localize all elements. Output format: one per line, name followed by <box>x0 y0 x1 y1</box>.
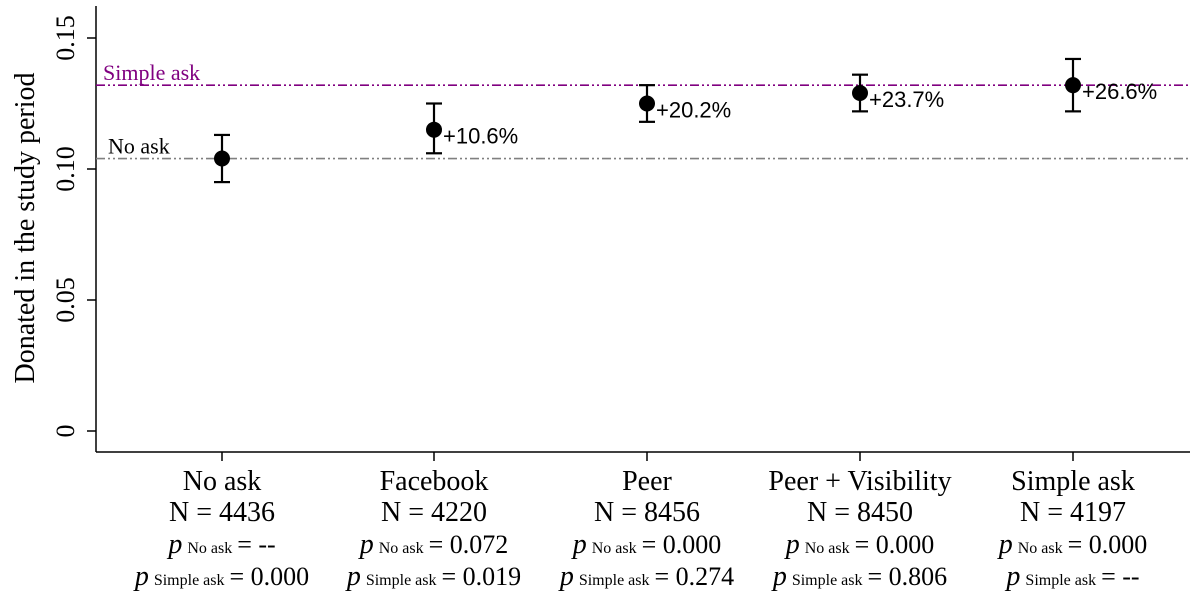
p-value: = 0.000 <box>1068 530 1148 559</box>
data-point-group: +23.7% <box>852 73 944 113</box>
p-symbol: p <box>166 529 182 560</box>
p-subscript: Simple ask <box>579 572 650 589</box>
reference-line-label: Simple ask <box>103 60 200 85</box>
p-subscript: Simple ask <box>366 572 437 589</box>
p-value-no-ask: p No ask = 0.072 <box>358 529 509 560</box>
sample-size-label: N = 8456 <box>594 497 700 528</box>
p-symbol: p <box>997 529 1013 560</box>
p-symbol: p <box>784 529 800 560</box>
data-point-group: +10.6% <box>426 102 518 155</box>
y-tick-label: 0.15 <box>51 15 80 61</box>
p-subscript: Simple ask <box>154 572 225 589</box>
data-point <box>426 121 442 138</box>
change-label: +20.2% <box>656 98 731 123</box>
p-value: = 0.000 <box>230 562 310 591</box>
p-value: = 0.072 <box>429 530 509 559</box>
data-point-group: +26.6% <box>1065 57 1157 113</box>
p-symbol: p <box>571 529 587 560</box>
data-point-group <box>214 133 230 184</box>
reference-line-label: No ask <box>108 134 170 159</box>
p-value: = 0.806 <box>868 562 948 591</box>
p-subscript: Simple ask <box>1025 572 1096 589</box>
category-label: Peer <box>622 466 672 497</box>
sample-size-label: N = 4220 <box>381 497 487 528</box>
p-symbol: p <box>345 561 361 592</box>
data-point-group: +20.2% <box>639 84 731 123</box>
p-value-no-ask: p No ask = 0.000 <box>784 529 935 560</box>
change-label: +23.7% <box>869 87 944 112</box>
chart-axes: 0 0.05 0.10 0.15 <box>51 6 1190 461</box>
y-tick-label: 0.10 <box>51 146 80 192</box>
chart-marks: +10.6% +20.2% +23.7% +26.6% <box>214 57 1157 184</box>
p-value-simple-ask: p Simple ask = 0.019 <box>345 561 521 592</box>
data-point <box>214 150 230 167</box>
p-value-no-ask: p No ask = -- <box>166 529 275 560</box>
change-label: +10.6% <box>443 124 518 149</box>
p-symbol: p <box>358 529 374 560</box>
sample-size-label: N = 8450 <box>807 497 913 528</box>
p-symbol: p <box>558 561 574 592</box>
category-label: No ask <box>183 466 262 497</box>
p-value: = 0.274 <box>655 562 735 591</box>
category-label: Peer + Visibility <box>768 466 951 497</box>
p-value-simple-ask: p Simple ask = 0.806 <box>771 561 947 592</box>
p-subscript: Simple ask <box>792 572 863 589</box>
y-axis-label: Donated in the study period <box>10 72 41 383</box>
p-value-no-ask: p No ask = 0.000 <box>571 529 722 560</box>
p-subscript: No ask <box>187 540 232 557</box>
p-value: = -- <box>237 530 275 559</box>
sample-size-label: N = 4436 <box>169 497 275 528</box>
p-value-simple-ask: p Simple ask = 0.000 <box>133 561 309 592</box>
reference-lines: Simple ask No ask <box>96 60 1190 160</box>
sample-size-label: N = 4197 <box>1020 497 1126 528</box>
p-value: = -- <box>1101 562 1139 591</box>
p-value-simple-ask: p Simple ask = 0.274 <box>558 561 734 592</box>
p-subscript: No ask <box>805 540 850 557</box>
data-point <box>639 95 655 112</box>
p-subscript: No ask <box>1018 540 1063 557</box>
y-tick-label: 0.05 <box>51 277 80 323</box>
p-value: = 0.000 <box>642 530 722 559</box>
p-symbol: p <box>133 561 149 592</box>
data-point <box>1065 77 1081 94</box>
data-point <box>852 85 868 102</box>
p-subscript: No ask <box>592 540 637 557</box>
y-tick-label: 0 <box>51 425 80 438</box>
category-label: Facebook <box>380 466 489 497</box>
change-label: +26.6% <box>1082 79 1157 104</box>
p-value: = 0.000 <box>855 530 935 559</box>
p-value-simple-ask: p Simple ask = -- <box>1004 561 1139 592</box>
category-label: Simple ask <box>1011 466 1135 497</box>
p-value-no-ask: p No ask = 0.000 <box>997 529 1148 560</box>
p-symbol: p <box>771 561 787 592</box>
p-value: = 0.019 <box>442 562 522 591</box>
p-subscript: No ask <box>379 540 424 557</box>
p-symbol: p <box>1004 561 1020 592</box>
